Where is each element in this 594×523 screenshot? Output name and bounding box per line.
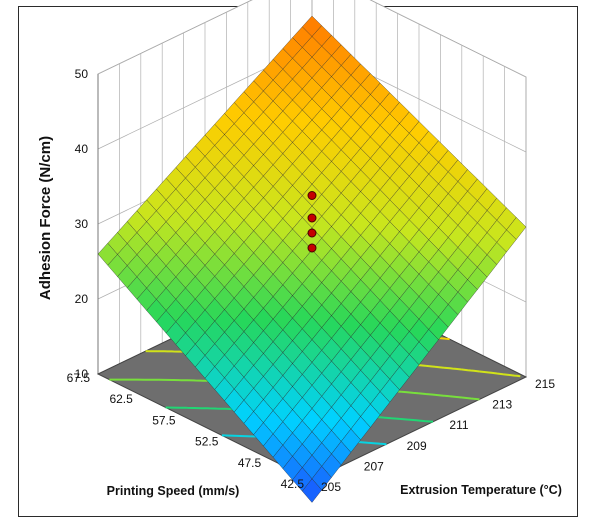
y-tick-label: 47.5 (238, 456, 262, 470)
response-surface (97, 15, 527, 503)
y-axis-label: Printing Speed (mm/s) (107, 484, 240, 498)
wall-gridline (97, 0, 527, 78)
surface-cell (302, 478, 322, 503)
axis-tick-labels: 10 20 30 40 50 42.5 47.5 52.5 57.5 62.5 67.5 205 207… (67, 67, 556, 494)
x-axis-label: Extrusion Temperature (°C) (400, 483, 562, 497)
x-tick-label: 215 (535, 377, 555, 391)
x-tick-label: 205 (321, 480, 341, 494)
x-tick-label: 213 (492, 398, 512, 412)
design-point (307, 243, 317, 253)
y-tick-label: 52.5 (195, 435, 219, 449)
z-tick-label: 50 (75, 67, 89, 81)
design-point (307, 191, 317, 200)
design-point (307, 228, 317, 238)
y-tick-label: 57.5 (152, 413, 176, 427)
y-tick-label: 67.5 (67, 371, 91, 385)
design-points (307, 191, 317, 253)
y-tick-label: 42.5 (281, 477, 305, 491)
z-tick-label: 40 (75, 142, 89, 156)
x-tick-label: 209 (407, 439, 427, 453)
z-tick-label: 30 (75, 217, 89, 231)
z-axis-label: Adhesion Force (N/cm) (37, 136, 54, 300)
z-tick-label: 20 (75, 292, 89, 306)
x-tick-label: 211 (449, 418, 468, 432)
x-tick-label: 207 (364, 459, 384, 473)
design-point (307, 213, 317, 223)
z-tick-label: 10 (75, 367, 89, 381)
y-tick-label: 62.5 (109, 392, 133, 406)
